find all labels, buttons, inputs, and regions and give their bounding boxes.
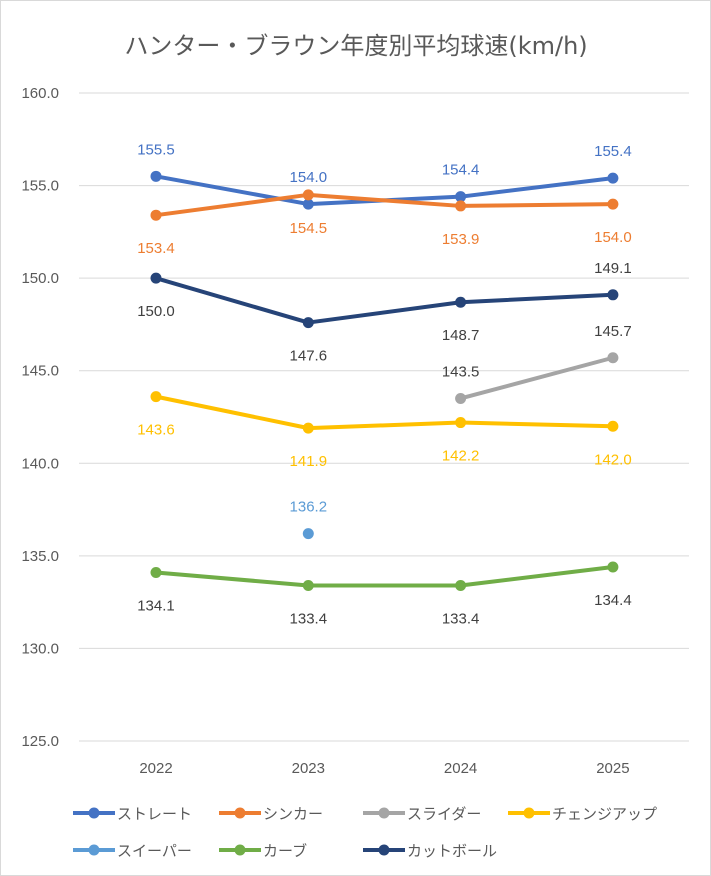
series-line: [155, 564, 614, 588]
data-point: [607, 420, 619, 432]
data-point: [607, 198, 619, 210]
data-point: [455, 200, 467, 212]
data-label: 143.6: [137, 422, 175, 439]
data-point: [150, 272, 162, 284]
x-tick-label: 2023: [292, 760, 325, 777]
legend-item[interactable]: ストレート: [73, 805, 192, 823]
legend-marker-icon: [88, 807, 100, 819]
legend-label: スライダー: [407, 805, 481, 823]
data-label: 145.7: [594, 323, 632, 340]
y-tick-label: 160.0: [21, 85, 59, 102]
data-point: [455, 579, 467, 591]
y-tick-label: 150.0: [21, 270, 59, 287]
x-tick-label: 2022: [139, 760, 172, 777]
data-label: 155.5: [137, 141, 175, 158]
y-tick-label: 135.0: [21, 548, 59, 565]
data-label: 149.1: [594, 260, 632, 277]
legend-item[interactable]: チェンジアップ: [508, 805, 657, 823]
data-point: [150, 391, 162, 403]
data-point: [607, 352, 619, 364]
legend-label: カットボール: [407, 842, 497, 860]
legend-item[interactable]: カットボール: [363, 842, 497, 860]
legend-label: カーブ: [263, 842, 307, 860]
legend-label: チェンジアップ: [552, 805, 657, 823]
data-label: 142.0: [594, 451, 632, 468]
data-point: [302, 422, 314, 434]
data-label: 133.4: [442, 610, 480, 627]
data-label: 142.2: [442, 448, 480, 465]
data-label: 133.4: [290, 610, 328, 627]
data-point: [455, 392, 467, 404]
data-point: [302, 579, 314, 591]
series-line: [155, 276, 613, 325]
legend-marker-icon: [523, 807, 535, 819]
legend-label: ストレート: [117, 805, 192, 823]
y-tick-label: 130.0: [21, 640, 59, 657]
data-label: 153.9: [442, 231, 480, 248]
data-label: 150.0: [137, 303, 175, 320]
data-label: 147.6: [290, 348, 328, 365]
data-label: 154.5: [290, 220, 328, 237]
data-label: 154.0: [594, 229, 632, 246]
data-label: 136.2: [290, 499, 328, 516]
data-point: [607, 172, 619, 184]
data-point: [302, 528, 314, 540]
x-tick-label: 2024: [444, 760, 477, 777]
chart-title: ハンター・ブラウン年度別平均球速(km/h): [124, 32, 587, 60]
data-label: 153.4: [137, 240, 175, 257]
data-label: 148.7: [442, 327, 480, 344]
data-point: [302, 317, 314, 329]
data-point: [150, 567, 162, 579]
y-tick-label: 125.0: [21, 733, 59, 750]
legend-item[interactable]: シンカー: [219, 805, 323, 823]
data-point: [607, 561, 619, 573]
y-tick-label: 140.0: [21, 455, 59, 472]
x-tick-label: 2025: [596, 760, 629, 777]
data-label: 134.1: [137, 598, 175, 615]
y-tick-label: 145.0: [21, 363, 59, 380]
data-point: [302, 198, 314, 210]
data-point: [302, 189, 314, 201]
series-line: [460, 355, 614, 401]
data-point: [455, 191, 467, 203]
legend-marker-icon: [88, 844, 100, 856]
legend-label: シンカー: [263, 805, 323, 823]
data-point: [455, 417, 467, 429]
legend-item[interactable]: カーブ: [219, 842, 307, 860]
data-label: 141.9: [290, 453, 328, 470]
y-tick-label: 155.0: [21, 178, 59, 195]
legend-item[interactable]: スライダー: [363, 805, 481, 823]
data-label: 143.5: [442, 363, 480, 380]
data-label: 134.4: [594, 592, 632, 609]
legend-marker-icon: [234, 807, 246, 819]
legend-item[interactable]: スイーパー: [73, 842, 192, 860]
data-point: [150, 209, 162, 221]
data-label: 154.4: [442, 162, 480, 179]
data-point: [607, 289, 619, 301]
legend-label: スイーパー: [117, 842, 192, 860]
data-label: 154.0: [290, 169, 328, 186]
series-line: [155, 394, 613, 431]
legend-marker-icon: [378, 807, 390, 819]
series-line: [155, 192, 613, 218]
legend-marker-icon: [378, 844, 390, 856]
data-label: 155.4: [594, 143, 632, 160]
data-point: [455, 296, 467, 308]
data-point: [150, 170, 162, 182]
legend-marker-icon: [234, 844, 246, 856]
